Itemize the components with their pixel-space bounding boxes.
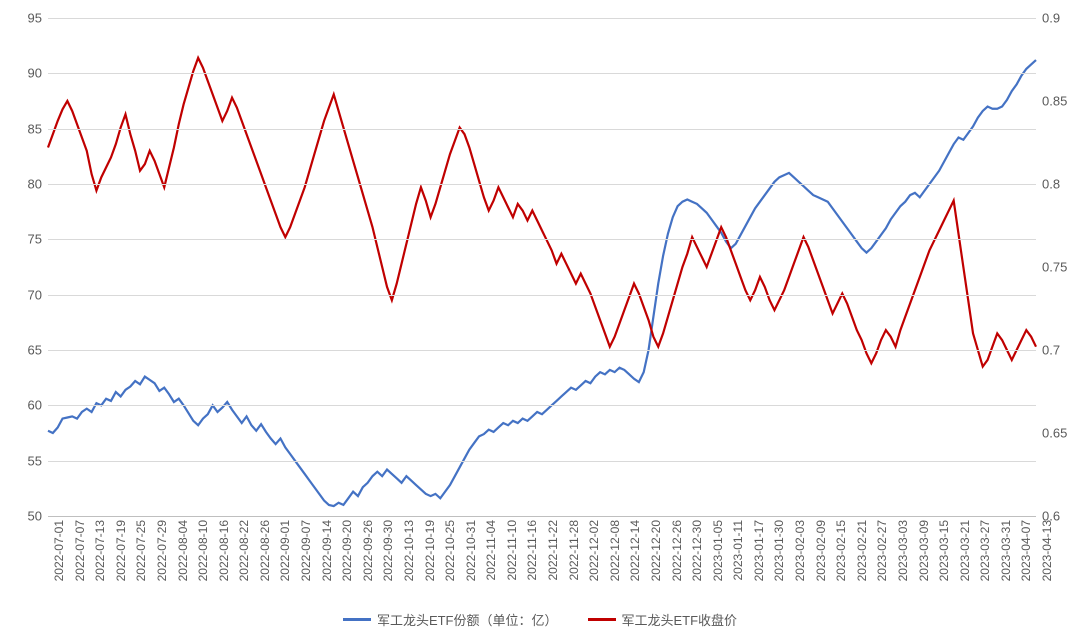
legend-swatch bbox=[343, 618, 371, 621]
x-tick-label: 2022-07-13 bbox=[93, 520, 107, 581]
x-tick-label: 2023-02-27 bbox=[875, 520, 889, 581]
x-tick-label: 2022-11-28 bbox=[567, 520, 581, 581]
x-tick-label: 2022-12-14 bbox=[628, 520, 642, 581]
y-right-tick-label: 0.8 bbox=[1042, 177, 1060, 192]
y-right-tick-label: 0.9 bbox=[1042, 11, 1060, 26]
gridline bbox=[48, 129, 1036, 130]
x-tick-label: 2023-02-15 bbox=[834, 520, 848, 581]
x-tick-label: 2022-07-19 bbox=[114, 520, 128, 581]
x-tick-label: 2023-02-03 bbox=[793, 520, 807, 581]
y-right-tick-label: 0.75 bbox=[1042, 260, 1067, 275]
y-axis-left: 50556065707580859095 bbox=[0, 18, 42, 516]
x-tick-label: 2022-11-22 bbox=[546, 520, 560, 581]
x-tick-label: 2022-12-30 bbox=[690, 520, 704, 581]
x-tick-label: 2022-08-16 bbox=[217, 520, 231, 581]
x-tick-label: 2022-10-13 bbox=[402, 520, 416, 581]
x-tick-label: 2023-02-09 bbox=[814, 520, 828, 581]
x-tick-label: 2022-09-07 bbox=[299, 520, 313, 581]
x-tick-label: 2022-08-22 bbox=[237, 520, 251, 581]
gridline bbox=[48, 73, 1036, 74]
x-tick-label: 2022-07-07 bbox=[73, 520, 87, 581]
y-left-tick-label: 85 bbox=[0, 121, 42, 136]
x-tick-label: 2023-03-09 bbox=[917, 520, 931, 581]
legend-item: 军工龙头ETF份额（单位：亿） bbox=[343, 610, 558, 629]
x-tick-label: 2022-09-20 bbox=[340, 520, 354, 581]
x-tick-label: 2022-08-04 bbox=[176, 520, 190, 581]
x-tick-label: 2023-01-30 bbox=[772, 520, 786, 581]
y-right-tick-label: 0.85 bbox=[1042, 94, 1067, 109]
x-tick-label: 2022-09-14 bbox=[320, 520, 334, 581]
x-tick-label: 2022-11-10 bbox=[505, 520, 519, 581]
legend-swatch bbox=[588, 618, 616, 621]
gridline bbox=[48, 461, 1036, 462]
plot-area bbox=[48, 18, 1036, 516]
x-tick-label: 2022-11-16 bbox=[525, 520, 539, 581]
y-left-tick-label: 75 bbox=[0, 232, 42, 247]
x-tick-label: 2023-04-13 bbox=[1040, 520, 1054, 581]
x-tick-label: 2023-03-15 bbox=[937, 520, 951, 581]
gridline bbox=[48, 405, 1036, 406]
x-tick-label: 2022-09-30 bbox=[381, 520, 395, 581]
chart-container: 50556065707580859095 0.60.650.70.750.80.… bbox=[0, 0, 1080, 634]
x-tick-label: 2022-12-26 bbox=[670, 520, 684, 581]
gridline bbox=[48, 295, 1036, 296]
x-tick-label: 2022-07-01 bbox=[52, 520, 66, 581]
y-left-tick-label: 65 bbox=[0, 343, 42, 358]
gridline bbox=[48, 239, 1036, 240]
y-right-tick-label: 0.65 bbox=[1042, 426, 1067, 441]
y-right-tick-label: 0.7 bbox=[1042, 343, 1060, 358]
series-share bbox=[48, 60, 1036, 506]
y-left-tick-label: 50 bbox=[0, 509, 42, 524]
x-tick-label: 2022-09-01 bbox=[278, 520, 292, 581]
series-price bbox=[48, 58, 1036, 367]
x-tick-label: 2022-10-25 bbox=[443, 520, 457, 581]
x-tick-label: 2022-10-19 bbox=[423, 520, 437, 581]
x-tick-label: 2023-01-05 bbox=[711, 520, 725, 581]
gridline bbox=[48, 350, 1036, 351]
y-left-tick-label: 70 bbox=[0, 287, 42, 302]
y-left-tick-label: 60 bbox=[0, 398, 42, 413]
y-left-tick-label: 55 bbox=[0, 453, 42, 468]
x-tick-label: 2022-08-26 bbox=[258, 520, 272, 581]
legend-label: 军工龙头ETF份额（单位：亿） bbox=[377, 610, 558, 629]
x-axis: 2022-07-01 2022-07-07 2022-07-13 2022-07-19… bbox=[48, 520, 1036, 610]
x-tick-label: 2022-12-02 bbox=[587, 520, 601, 581]
chart-lines bbox=[48, 18, 1036, 516]
x-tick-label: 2022-12-08 bbox=[608, 520, 622, 581]
x-tick-label: 2023-02-21 bbox=[855, 520, 869, 581]
x-tick-label: 2022-07-25 bbox=[134, 520, 148, 581]
x-tick-label: 2023-03-21 bbox=[958, 520, 972, 581]
x-tick-label: 2022-10-31 bbox=[464, 520, 478, 581]
legend-item: 军工龙头ETF收盘价 bbox=[588, 610, 738, 629]
y-left-tick-label: 80 bbox=[0, 177, 42, 192]
x-tick-label: 2023-01-11 bbox=[731, 520, 745, 581]
x-tick-label: 2022-11-04 bbox=[484, 520, 498, 581]
x-tick-label: 2022-08-10 bbox=[196, 520, 210, 581]
legend: 军工龙头ETF份额（单位：亿） 军工龙头ETF收盘价 bbox=[0, 610, 1080, 629]
x-tick-label: 2023-01-17 bbox=[752, 520, 766, 581]
x-tick-label: 2023-03-27 bbox=[978, 520, 992, 581]
y-axis-right: 0.60.650.70.750.80.850.9 bbox=[1042, 18, 1080, 516]
gridline bbox=[48, 516, 1036, 517]
gridline bbox=[48, 184, 1036, 185]
x-tick-label: 2023-03-03 bbox=[896, 520, 910, 581]
y-left-tick-label: 90 bbox=[0, 66, 42, 81]
x-tick-label: 2022-12-20 bbox=[649, 520, 663, 581]
x-tick-label: 2023-03-31 bbox=[999, 520, 1013, 581]
gridline bbox=[48, 18, 1036, 19]
x-tick-label: 2022-07-29 bbox=[155, 520, 169, 581]
x-tick-label: 2022-09-26 bbox=[361, 520, 375, 581]
x-tick-label: 2023-04-07 bbox=[1019, 520, 1033, 581]
legend-label: 军工龙头ETF收盘价 bbox=[622, 610, 738, 629]
y-left-tick-label: 95 bbox=[0, 11, 42, 26]
